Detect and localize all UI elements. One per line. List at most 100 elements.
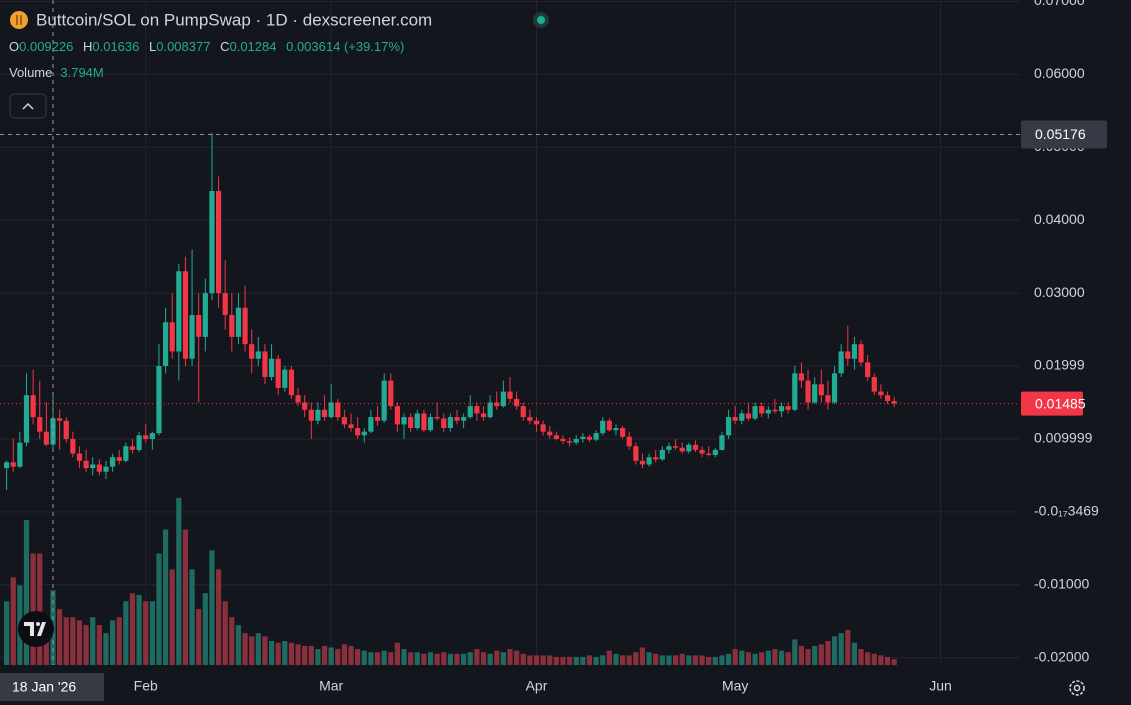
candle-body <box>699 449 705 454</box>
candle-body <box>447 417 453 429</box>
volume-bar <box>633 652 639 665</box>
volume-bar <box>573 656 579 665</box>
volume-bar <box>805 649 811 665</box>
settings-button[interactable] <box>1069 680 1085 696</box>
candle-body <box>672 446 679 448</box>
volume-bar <box>461 653 467 665</box>
volume-bar <box>408 652 414 665</box>
candle-body <box>169 322 175 352</box>
volume-bar <box>262 636 268 665</box>
volume-bar <box>149 601 155 665</box>
volume-bar <box>480 652 487 665</box>
collapse-button[interactable] <box>9 93 47 119</box>
volume-bar <box>474 649 480 665</box>
candle-body <box>355 428 361 436</box>
candle-body <box>368 417 374 432</box>
volume-bar <box>494 650 500 665</box>
x-tick-label: Apr <box>526 678 548 694</box>
volume-bar <box>686 655 692 665</box>
volume-bar <box>196 609 202 665</box>
volume-bar <box>162 529 169 665</box>
volume-bar <box>851 642 858 665</box>
candle-body <box>759 406 765 414</box>
volume-bar <box>57 609 63 665</box>
candle-body <box>606 420 612 431</box>
gear-inner[interactable] <box>1073 684 1081 692</box>
volume-bar <box>553 656 559 665</box>
ohlc-legend: O0.009226 H0.01636 L0.008377 C0.01284 0.… <box>9 39 404 54</box>
volume-bar <box>865 652 871 665</box>
volume-bar <box>235 625 242 665</box>
volume-bar <box>507 649 513 665</box>
crosshair-price-label: 0.05176 <box>1035 126 1086 142</box>
candle-body <box>235 307 242 337</box>
volume-bar <box>586 655 593 665</box>
volume-bar <box>646 652 652 665</box>
candle-body <box>739 413 745 421</box>
candle-body <box>288 369 295 396</box>
volume-bar <box>560 656 566 665</box>
candle-body <box>143 435 149 439</box>
candle-body <box>752 406 758 419</box>
plot-area <box>0 0 1020 665</box>
volume-bar <box>96 625 102 665</box>
y-tick-label: 0.01999 <box>1034 357 1085 373</box>
candle-body <box>17 442 23 467</box>
collapse-button-box[interactable] <box>9 93 47 119</box>
candle-body <box>461 417 467 421</box>
volume-bar <box>831 636 838 665</box>
volume-bar <box>871 653 877 665</box>
candle-body <box>83 460 89 469</box>
candle-body <box>123 446 129 461</box>
tv-logo-mark[interactable] <box>24 622 46 636</box>
candle-body <box>507 391 513 399</box>
candle-body <box>639 460 646 465</box>
volume-bar <box>374 652 381 665</box>
volume-bar <box>487 653 493 665</box>
tv-logo[interactable] <box>18 611 54 647</box>
candle-body <box>818 384 824 396</box>
volume-bar <box>30 553 36 665</box>
volume-bar <box>514 650 520 665</box>
x-tick-label: Jun <box>929 678 952 694</box>
volume-bar <box>613 653 619 665</box>
volume-bar <box>222 601 228 665</box>
collapse-icon[interactable] <box>22 102 34 110</box>
candle-body <box>182 271 189 359</box>
volume-bar <box>182 529 189 665</box>
candle-body <box>129 446 136 450</box>
candle-body <box>388 380 394 407</box>
volume-bar <box>368 652 374 665</box>
tv-logo-bg[interactable] <box>18 611 54 647</box>
candle-body <box>732 417 738 421</box>
candle-body <box>302 402 308 410</box>
volume-bar <box>255 633 261 665</box>
candle-body <box>798 373 805 381</box>
candle-body <box>202 293 208 337</box>
legend-key: Volume <box>9 65 52 80</box>
volume-bar <box>156 553 162 665</box>
volume-bar <box>653 653 659 665</box>
candle-body <box>553 435 559 439</box>
y-tick-label: 0.04000 <box>1034 211 1085 227</box>
candle-body <box>189 315 195 359</box>
candle-body <box>467 406 473 418</box>
candle-body <box>845 351 851 359</box>
volume-bar <box>447 653 453 665</box>
candle-body <box>666 446 672 450</box>
volume-bar <box>706 656 712 665</box>
legend-change: 0.003614 (+39.17%) <box>286 39 404 54</box>
volume-bar <box>891 659 897 665</box>
volume-bar <box>295 644 301 665</box>
volume-bar <box>785 652 791 665</box>
volume-bar <box>103 633 109 665</box>
volume-bar <box>659 655 665 665</box>
tv-logo-dot[interactable] <box>36 622 40 626</box>
gear-outer[interactable] <box>1069 680 1085 696</box>
volume-bar <box>4 601 10 665</box>
volume-bar <box>619 655 626 665</box>
candle-body <box>434 417 440 419</box>
volume-bar <box>116 617 122 665</box>
candle-body <box>884 395 891 402</box>
volume-bar <box>361 650 367 665</box>
